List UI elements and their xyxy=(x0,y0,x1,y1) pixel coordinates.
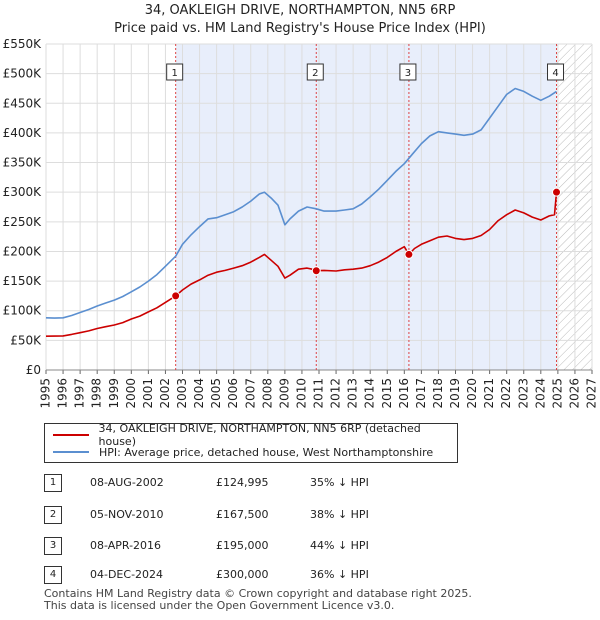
chart-title: 34, OAKLEIGH DRIVE, NORTHAMPTON, NN5 6RP xyxy=(144,3,456,18)
x-tick-label: 2022 xyxy=(499,378,513,409)
transaction-hpi-diff: 35% ↓ HPI xyxy=(310,476,369,489)
transaction-hpi-diff: 38% ↓ HPI xyxy=(310,508,369,521)
footer-licence: This data is licensed under the Open Gov… xyxy=(44,599,395,612)
footer: Contains HM Land Registry data © Crown c… xyxy=(44,588,472,612)
sale-marker-box xyxy=(547,63,565,81)
x-tick-label: 2012 xyxy=(329,378,343,409)
x-tick-label: 2007 xyxy=(243,378,257,409)
transaction-row: 4 04-DEC-2024 £300,000 36% ↓ HPI xyxy=(44,566,464,586)
sale-marker-box xyxy=(306,63,324,81)
sale-marker-label: 2 xyxy=(312,68,318,79)
x-tick-label: 2027 xyxy=(585,378,599,409)
legend-label-property: 34, OAKLEIGH DRIVE, NORTHAMPTON, NN5 6RP… xyxy=(98,422,421,448)
legend-item-hpi: HPI: Average price, detached house, West… xyxy=(53,444,433,460)
x-tick-label: 1997 xyxy=(73,378,87,409)
x-tick-label: 2015 xyxy=(380,378,394,409)
transaction-date: 04-DEC-2024 xyxy=(90,568,164,581)
x-tick-label: 2016 xyxy=(397,378,411,409)
future-hatch xyxy=(556,44,592,370)
x-tick-label: 2006 xyxy=(226,378,240,409)
x-tick-label: 2026 xyxy=(567,378,581,409)
sale-marker-label: 1 xyxy=(171,68,177,79)
transaction-hpi-diff: 36% ↓ HPI xyxy=(310,568,369,581)
x-tick-label: 2009 xyxy=(277,378,291,409)
x-tick-label: 2004 xyxy=(192,378,206,409)
y-tick-label: £0 xyxy=(26,363,41,377)
x-tick-label: 2019 xyxy=(448,378,462,409)
legend: 34, OAKLEIGH DRIVE, NORTHAMPTON, NN5 6RP… xyxy=(44,422,458,463)
transaction-date: 05-NOV-2010 xyxy=(90,508,164,521)
transaction-date: 08-AUG-2002 xyxy=(90,476,164,489)
sale-marker-box xyxy=(166,63,184,81)
transaction-hpi-diff: 44% ↓ HPI xyxy=(310,539,369,552)
transaction-price: £195,000 xyxy=(216,539,269,552)
transaction-number: 3 xyxy=(44,537,62,555)
x-tick-label: 2021 xyxy=(482,378,496,409)
transaction-price: £124,995 xyxy=(216,476,269,489)
sale-point xyxy=(552,187,562,197)
sale-marker-label: 3 xyxy=(405,68,411,79)
x-tick-label: 2000 xyxy=(124,378,138,409)
x-tick-label: 2003 xyxy=(175,378,189,409)
y-tick-label: £350K xyxy=(3,156,43,170)
x-tick-label: 2013 xyxy=(346,378,360,409)
x-tick-label: 2018 xyxy=(431,378,445,409)
x-tick-label: 2008 xyxy=(260,378,274,409)
y-tick-label: £100K xyxy=(3,304,43,318)
y-tick-label: £550K xyxy=(3,37,43,51)
y-tick-label: £250K xyxy=(3,215,43,229)
legend-swatch-hpi xyxy=(53,451,89,453)
transaction-date: 08-APR-2016 xyxy=(90,539,162,552)
transaction-price: £167,500 xyxy=(216,508,269,521)
x-tick-label: 1996 xyxy=(56,378,70,409)
chart-subtitle: Price paid vs. HM Land Registry's House … xyxy=(114,21,486,36)
x-tick-label: 2025 xyxy=(550,378,564,409)
sale-marker-label: 4 xyxy=(552,68,558,79)
x-tick-label: 1998 xyxy=(90,378,104,409)
transaction-row: 1 08-AUG-2002 £124,995 35% ↓ HPI xyxy=(44,474,464,494)
y-tick-label: £150K xyxy=(3,274,43,288)
x-tick-label: 2005 xyxy=(209,378,223,409)
transaction-row: 2 05-NOV-2010 £167,500 38% ↓ HPI xyxy=(44,506,464,526)
hpi-series-line xyxy=(45,87,557,319)
transaction-price: £300,000 xyxy=(216,568,269,581)
x-tick-label: 2023 xyxy=(516,378,530,409)
legend-swatch-property xyxy=(53,434,89,436)
x-tick-label: 1999 xyxy=(107,378,121,409)
y-tick-label: £450K xyxy=(3,96,43,110)
sale-point xyxy=(311,266,321,276)
sale-point xyxy=(404,249,414,259)
transaction-number: 1 xyxy=(44,474,62,492)
legend-item-property: 34, OAKLEIGH DRIVE, NORTHAMPTON, NN5 6RP… xyxy=(53,422,457,448)
y-tick-label: £50K xyxy=(10,333,42,347)
x-tick-label: 2011 xyxy=(312,378,326,409)
x-tick-label: 2024 xyxy=(533,378,547,409)
x-tick-label: 2001 xyxy=(141,378,155,409)
sale-marker-box xyxy=(399,63,417,81)
x-tick-label: 1995 xyxy=(39,378,53,409)
x-tick-label: 2002 xyxy=(158,378,172,409)
transaction-row: 3 08-APR-2016 £195,000 44% ↓ HPI xyxy=(44,537,464,557)
legend-label-hpi: HPI: Average price, detached house, West… xyxy=(99,445,434,459)
chart-title-block: 34, OAKLEIGH DRIVE, NORTHAMPTON, NN5 6RP… xyxy=(0,2,600,38)
x-tick-label: 2014 xyxy=(363,378,377,409)
ownership-shading xyxy=(175,44,557,370)
y-tick-label: £300K xyxy=(3,185,43,199)
y-tick-label: £400K xyxy=(3,126,43,140)
sale-point xyxy=(171,291,181,301)
x-tick-label: 2017 xyxy=(414,378,428,409)
transaction-number: 4 xyxy=(44,566,62,584)
x-tick-label: 2010 xyxy=(294,378,308,409)
transaction-number: 2 xyxy=(44,506,62,524)
x-tick-label: 2020 xyxy=(465,378,479,409)
plot-area: £0 £50K £100K £150K £200K £250K £300K £350K £400… xyxy=(3,37,599,409)
footer-copyright: Contains HM Land Registry data © Crown c… xyxy=(44,587,472,600)
y-tick-label: £500K xyxy=(3,67,43,81)
price-chart: £0 £50K £100K £150K £200K £250K £300K £350K £400… xyxy=(3,37,599,409)
y-tick-label: £200K xyxy=(3,244,43,258)
